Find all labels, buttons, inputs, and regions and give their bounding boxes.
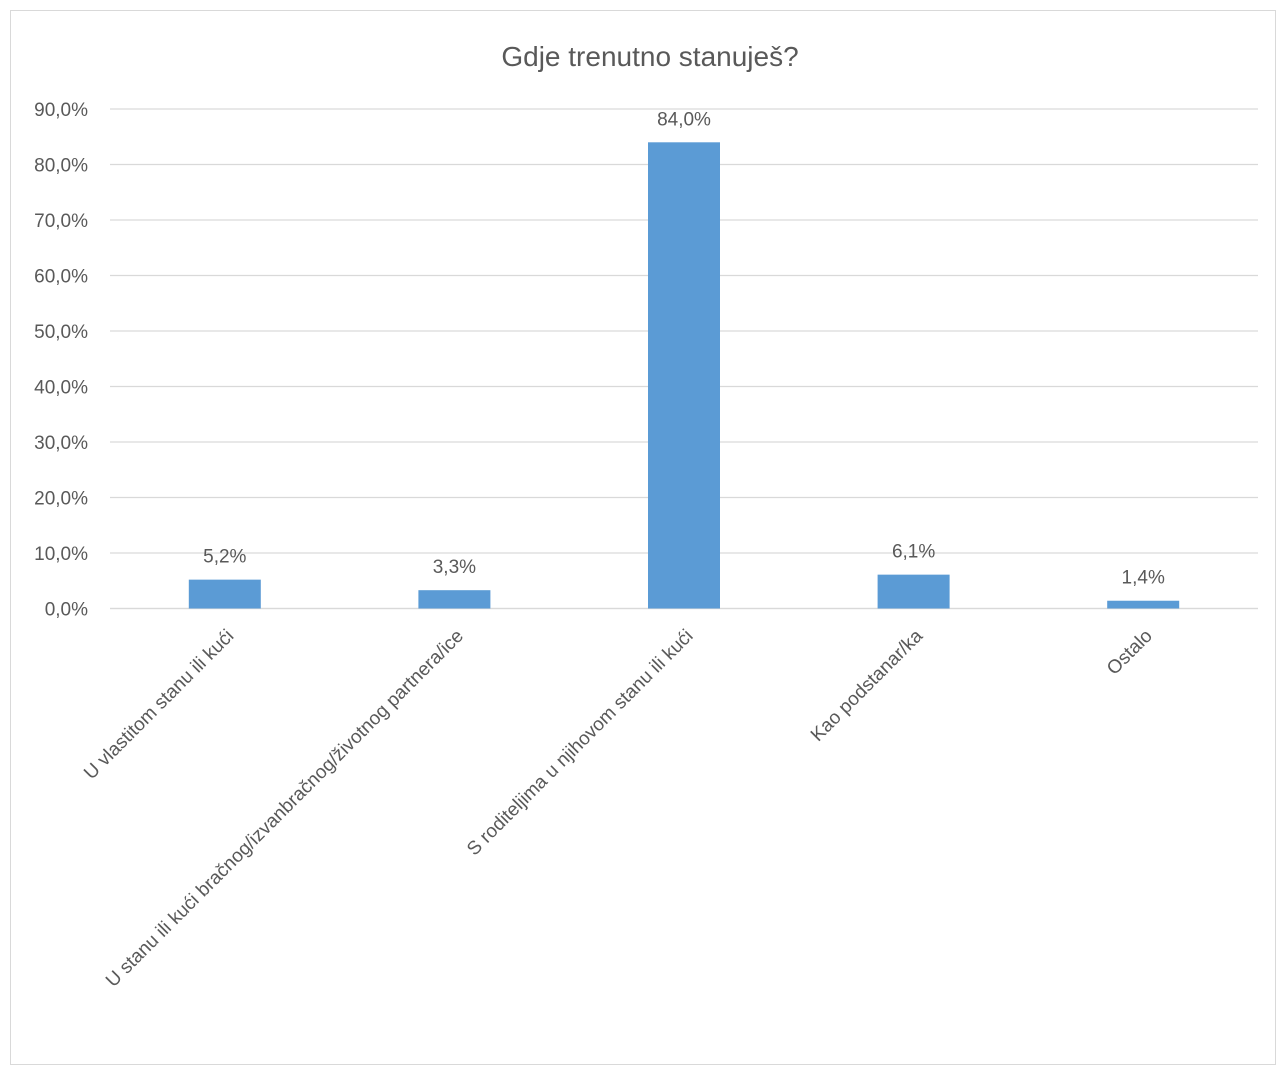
bar	[1107, 600, 1180, 609]
data-label: 6,1%	[892, 542, 935, 563]
bar	[188, 579, 261, 609]
x-tick-label: U stanu ili kući bračnog/izvanbračnog/ži…	[102, 626, 468, 992]
y-tick-label: 90,0%	[34, 100, 88, 121]
x-tick-label: Kao podstanar/ka	[807, 625, 927, 745]
x-tick-label: U vlastitom stanu ili kući	[80, 626, 238, 784]
bars	[188, 142, 1180, 609]
y-axis-tick-labels: 0,0% 10,0% 20,0% 30,0% 40,0% 50,0% 60,0% 70,0% 8…	[34, 100, 88, 621]
data-label: 84,0%	[657, 109, 711, 130]
chart-frame	[10, 10, 1276, 1065]
y-tick-label: 80,0%	[34, 156, 88, 177]
chart-title: Gdje trenutno stanuješ?	[501, 41, 798, 72]
bar	[877, 574, 950, 609]
bar	[418, 590, 491, 609]
data-label: 1,4%	[1122, 568, 1165, 589]
y-tick-label: 30,0%	[34, 433, 88, 454]
y-tick-label: 70,0%	[34, 211, 88, 232]
x-tick-label: Ostalo	[1103, 626, 1157, 680]
bar	[648, 142, 720, 609]
data-label: 3,3%	[433, 557, 476, 578]
y-tick-label: 0,0%	[45, 600, 88, 621]
y-tick-label: 60,0%	[34, 267, 88, 288]
x-tick-label: S roditeljima u njihovom stanu ili kući	[463, 626, 697, 860]
data-labels: 5,2% 3,3% 84,0% 6,1% 1,4%	[203, 109, 1165, 588]
y-tick-label: 40,0%	[34, 378, 88, 399]
y-tick-label: 10,0%	[34, 544, 88, 565]
y-tick-label: 20,0%	[34, 489, 88, 510]
data-label: 5,2%	[203, 547, 246, 568]
y-tick-label: 50,0%	[34, 322, 88, 343]
